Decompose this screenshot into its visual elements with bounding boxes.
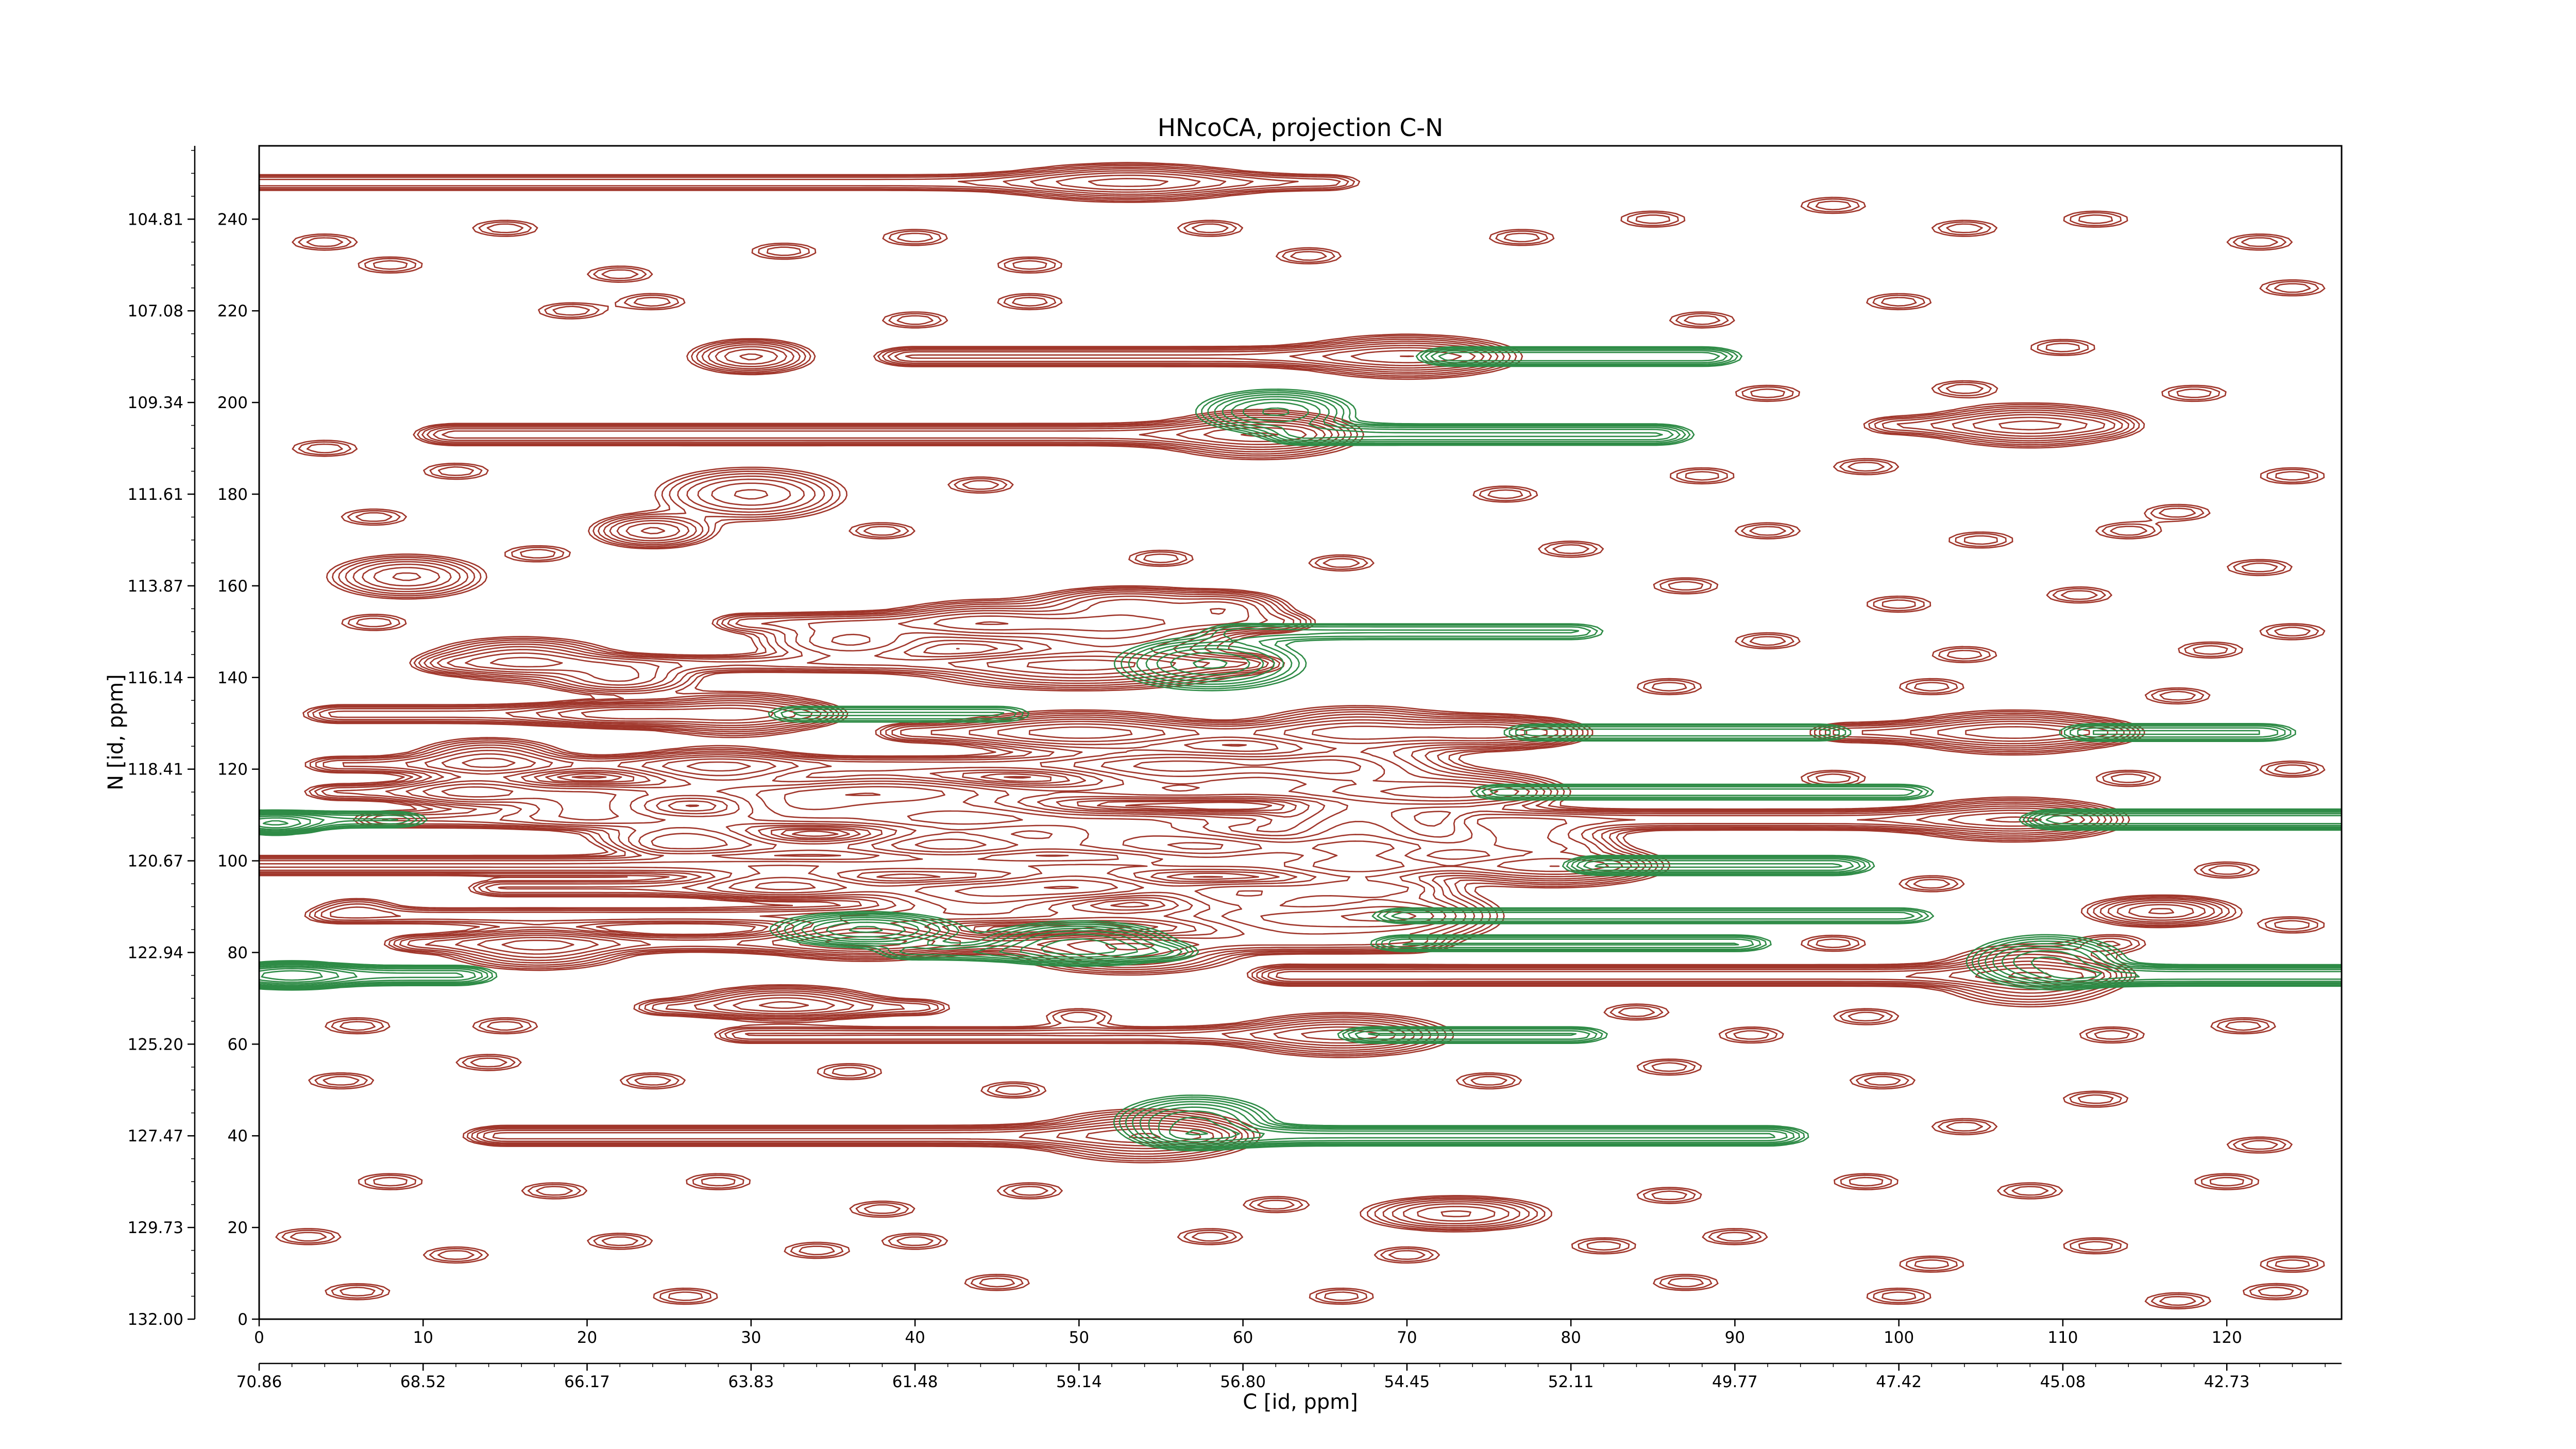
y-tick-label: 120 [217, 761, 248, 779]
x-ppm-tick-label: 68.52 [400, 1373, 446, 1391]
y-ppm-tick-label: 104.81 [128, 210, 183, 229]
y-ppm-tick-label: 113.87 [128, 577, 183, 596]
x-ppm-tick-label: 66.17 [564, 1373, 610, 1391]
x-tick-label: 0 [254, 1328, 264, 1347]
y-tick-label: 180 [217, 485, 248, 504]
y-tick-label: 20 [228, 1219, 248, 1237]
x-tick-label: 70 [1397, 1328, 1417, 1347]
negative-contour [259, 350, 2342, 1148]
x-ppm-tick-label: 54.45 [1384, 1373, 1430, 1391]
x-tick-label: 10 [413, 1328, 433, 1347]
x-tick-label: 20 [577, 1328, 597, 1347]
x-ppm-tick-label: 47.42 [1876, 1373, 1922, 1391]
x-ppm-tick-label: 61.48 [892, 1373, 938, 1391]
negative-contour [259, 346, 2342, 1152]
positive-contour [259, 162, 2326, 1310]
x-tick-label: 90 [1725, 1328, 1745, 1347]
y-ppm-tick-label: 122.94 [128, 943, 183, 962]
x-tick-label: 40 [905, 1328, 925, 1347]
y-tick-label: 100 [217, 852, 248, 871]
positive-contour [392, 174, 2175, 1218]
x-axis-index-ticks: 0 10 20 30 40 50 60 70 80 90 100 110 120 [254, 1319, 2242, 1347]
negative-contour [261, 820, 1208, 1136]
x-tick-label: 100 [1884, 1328, 1914, 1347]
y-tick-label: 40 [228, 1127, 248, 1145]
y-axis-ppm-ticks: 132.00 129.73 127.47 125.20 122.94 120.67 118.… [128, 146, 196, 1329]
x-axis-ppm-ticks: 70.86 68.52 66.17 63.83 61.48 59.14 56.80 54.45… [236, 1362, 2342, 1391]
x-axis-label: C [id, ppm] [1243, 1390, 1358, 1414]
y-tick-label: 160 [217, 577, 248, 596]
y-ppm-tick-label: 127.47 [128, 1127, 183, 1145]
x-tick-label: 120 [2212, 1328, 2242, 1347]
x-tick-label: 60 [1233, 1328, 1253, 1347]
negative-contour [259, 351, 2342, 1146]
y-tick-label: 0 [238, 1310, 248, 1329]
x-tick-label: 50 [1069, 1328, 1089, 1347]
plot-frame [258, 145, 2343, 1320]
y-tick-label: 200 [217, 394, 248, 412]
x-ppm-tick-label: 59.14 [1056, 1373, 1102, 1391]
positive-contour [259, 168, 2215, 1226]
positive-contour [259, 163, 2319, 1308]
y-ppm-tick-label: 111.61 [128, 485, 183, 504]
x-ppm-tick-label: 63.83 [728, 1373, 774, 1391]
x-ppm-tick-label: 52.11 [1548, 1373, 1594, 1391]
y-tick-label: 220 [217, 302, 248, 321]
y-tick-label: 60 [228, 1035, 248, 1054]
negative-contour [259, 347, 2342, 1150]
negative-contour [259, 401, 2140, 1143]
x-ppm-tick-label: 45.08 [2040, 1373, 2086, 1391]
y-tick-label: 240 [217, 210, 248, 229]
negative-contour [259, 398, 2342, 1144]
y-ppm-tick-label: 125.20 [128, 1035, 183, 1054]
y-ppm-tick-label: 120.67 [128, 852, 183, 871]
positive-contour [259, 170, 2206, 1224]
positive-contour [259, 166, 2223, 1228]
y-ppm-tick-label: 118.41 [128, 761, 183, 779]
x-tick-label: 80 [1561, 1328, 1581, 1347]
y-axis-label: N [id, ppm] [104, 674, 128, 790]
negative-contour [259, 407, 2102, 1140]
x-tick-label: 30 [741, 1328, 761, 1347]
positive-contour [259, 164, 2311, 1306]
contour-layer [259, 162, 2342, 1310]
chart-title: HNcoCA, projection C-N [1158, 114, 1444, 142]
y-tick-label: 140 [217, 669, 248, 687]
x-ppm-tick-label: 70.86 [236, 1373, 282, 1391]
positive-contour [373, 172, 2194, 1222]
y-axis-index-ticks: 0 20 40 60 80 100 120 140 160 180 200 220 240 [217, 210, 259, 1329]
y-ppm-tick-label: 107.08 [128, 302, 183, 321]
y-ppm-tick-label: 132.00 [128, 1310, 183, 1329]
y-tick-label: 80 [228, 943, 248, 962]
y-ppm-tick-label: 109.34 [128, 394, 183, 412]
x-ppm-tick-label: 42.73 [2204, 1373, 2250, 1391]
y-ppm-tick-label: 116.14 [128, 669, 183, 687]
negative-contour [259, 348, 2342, 1149]
y-ppm-tick-label: 129.73 [128, 1219, 183, 1237]
x-ppm-tick-label: 56.80 [1220, 1373, 1266, 1391]
x-tick-label: 110 [2047, 1328, 2078, 1347]
x-ppm-tick-label: 49.77 [1712, 1373, 1758, 1391]
